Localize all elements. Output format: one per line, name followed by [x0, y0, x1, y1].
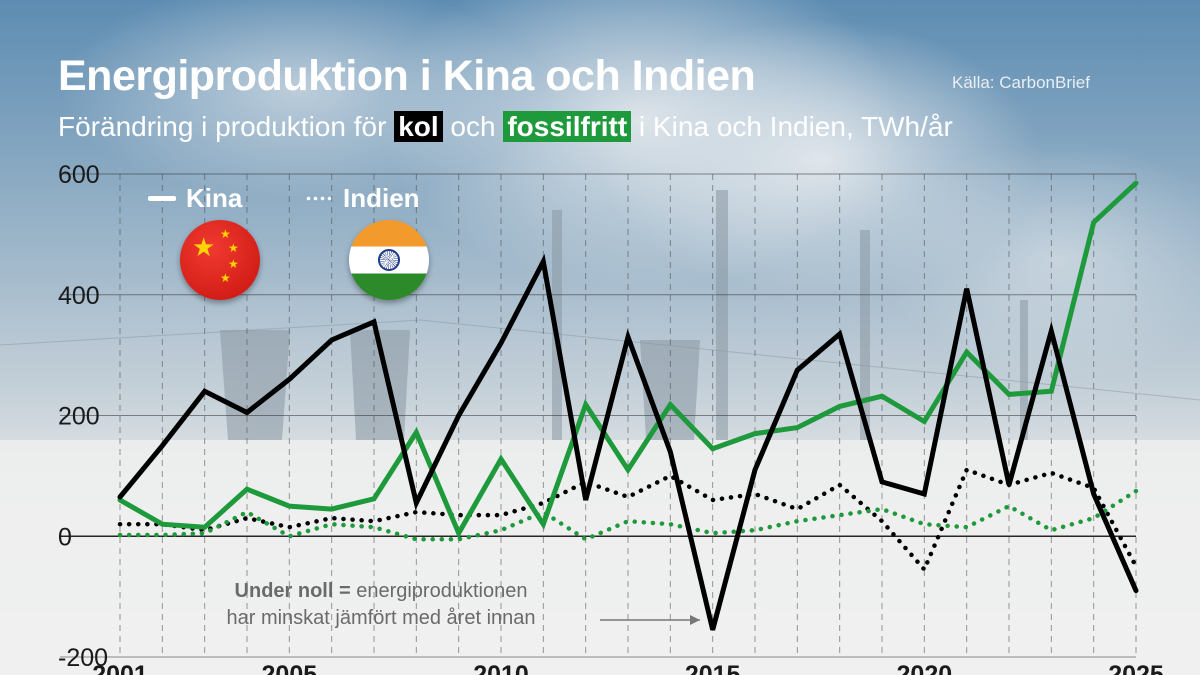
x-tick-label: 2001	[92, 661, 148, 675]
x-tick-label: 2015	[685, 661, 741, 675]
axis-labels: -200 0 200 400 600 2001 2005 2010 2015 2020 2025	[58, 161, 1164, 675]
legend-india-label: Indien	[343, 183, 420, 213]
source-note: Källa: CarbonBrief	[952, 73, 1090, 92]
fossil-free-highlight: fossilfritt	[503, 111, 632, 142]
legend-india: Indien	[305, 183, 420, 214]
x-tick-label: 2005	[262, 661, 318, 675]
subtitle-text-before: Förändring i produktion för	[58, 111, 395, 142]
chart-title: Energiproduktion i Kina och Indien	[58, 52, 756, 100]
india-coal-line	[117, 466, 1139, 574]
y-tick-label: -200	[58, 644, 108, 672]
subtitle-text-after: i Kina och Indien, TWh/år	[631, 111, 953, 142]
arrowhead-icon	[690, 615, 700, 625]
below-zero-annotation: Under noll = energiproduktionen har mins…	[156, 578, 606, 632]
legend-china: Kina	[148, 183, 242, 214]
dotted-line-icon	[305, 196, 333, 201]
solid-line-icon	[148, 196, 176, 201]
series-lines	[117, 180, 1139, 631]
x-tick-label: 2025	[1108, 661, 1164, 675]
china-fossil-free-line	[117, 180, 1139, 539]
legend-china-label: Kina	[186, 183, 243, 213]
subtitle-text-middle: och	[442, 111, 504, 142]
china-coal-line	[117, 253, 1139, 631]
annotation-line1: energiproduktionen	[350, 580, 528, 602]
x-tick-label: 2010	[473, 661, 529, 675]
y-tick-label: 200	[58, 403, 100, 431]
annotation-line2: har minskat jämfört med året innan	[226, 607, 536, 629]
china-flag-icon: ★ ★ ★ ★ ★	[180, 220, 260, 300]
india-flag-icon	[349, 220, 429, 300]
y-tick-label: 0	[58, 523, 72, 551]
chart-subtitle: Förändring i produktion för kol och foss…	[58, 111, 953, 143]
annotation-bold: Under noll =	[234, 580, 351, 602]
coal-highlight: kol	[394, 111, 443, 142]
y-tick-label: 600	[58, 161, 100, 189]
y-tick-label: 400	[58, 282, 100, 310]
india-fossil-free-line	[117, 488, 1139, 542]
x-tick-label: 2020	[897, 661, 953, 675]
